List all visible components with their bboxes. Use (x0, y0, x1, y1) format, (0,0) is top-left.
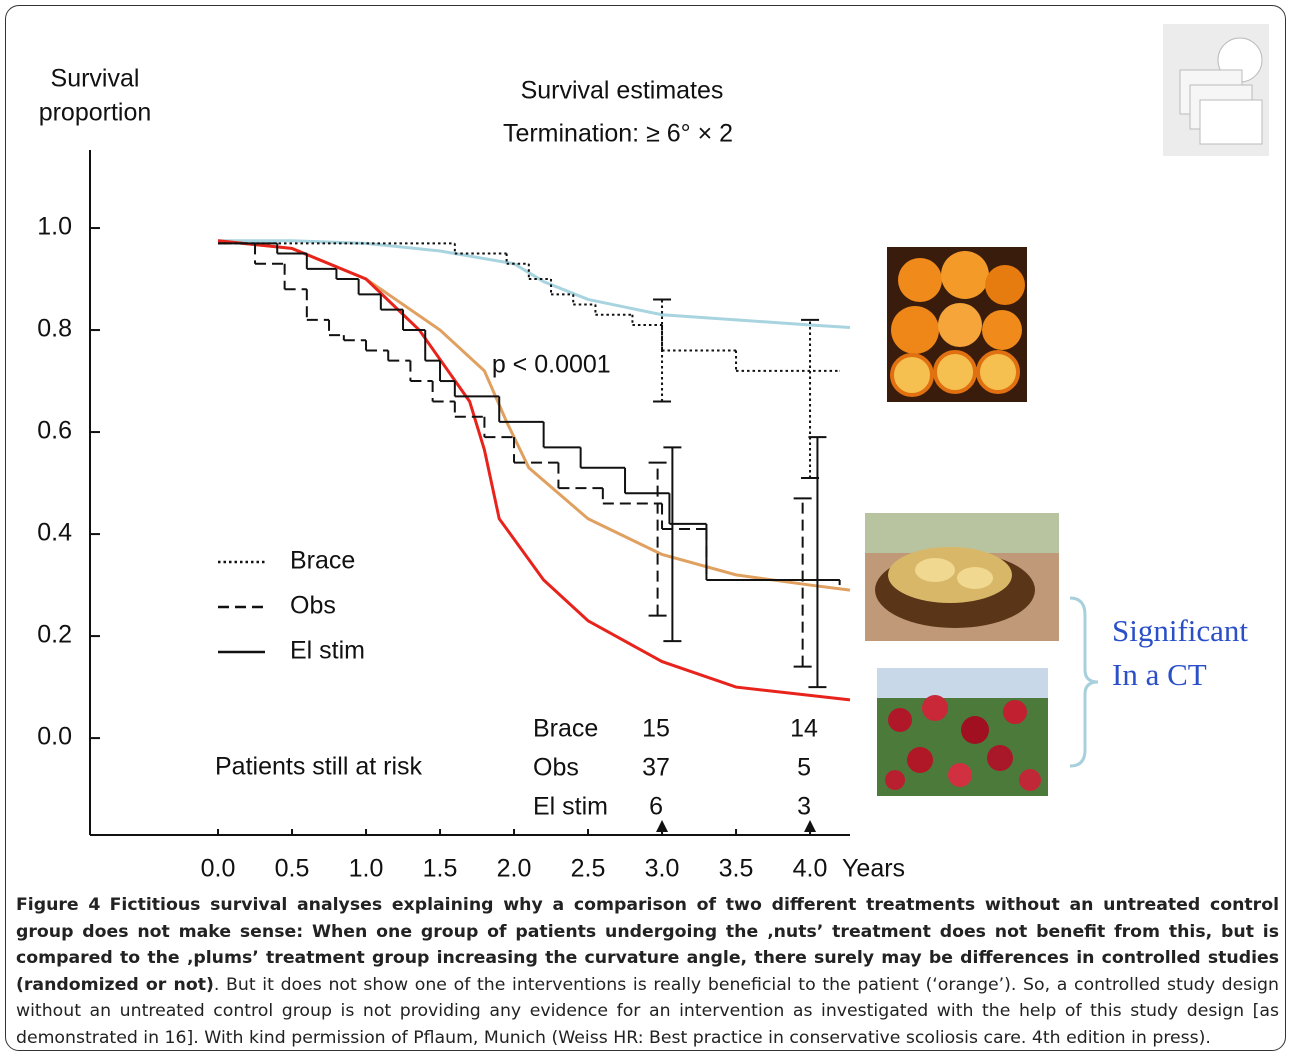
plums-image (877, 668, 1048, 796)
fitted-curve (218, 239, 851, 329)
icon (1163, 24, 1269, 156)
error-bar (808, 436, 827, 689)
x-tick-label: 2.0 (497, 855, 532, 883)
y-tick-label: 0.8 (37, 315, 72, 343)
chart: Survival proportion Survival estimates T… (37, 24, 1269, 883)
caption-label: Figure 4 (16, 895, 101, 915)
x-tick-label: 1.5 (423, 855, 458, 883)
error-bar (663, 446, 682, 643)
x-tick-label: 0.0 (201, 855, 236, 883)
x-tick-label: 1.0 (349, 855, 384, 883)
y-tick-label: 0.2 (37, 621, 72, 649)
y-tick-label: 0.6 (37, 417, 72, 445)
error-bar (653, 298, 672, 403)
x-tick-label: 4.0 (793, 855, 828, 883)
at-risk-count: 37 (642, 754, 670, 782)
caption-bold: Fictitious survival analyses explaining … (16, 895, 1279, 995)
fitted-curve (217, 239, 851, 592)
legend-label: El stim (290, 637, 365, 665)
at-risk-row-label: El stim (533, 793, 608, 821)
figure-frame (5, 5, 1286, 1051)
x-tick-label: 0.5 (275, 855, 310, 883)
x-tick-label: 3.5 (719, 855, 754, 883)
x-tick-label: 2.5 (571, 855, 606, 883)
at-risk-row-label: Brace (533, 715, 598, 743)
at-risk-label: Patients still at risk (215, 753, 423, 781)
side-annotation: Significant (1112, 613, 1248, 648)
x-tick-label: 3.0 (645, 855, 680, 883)
at-risk-arrow (656, 820, 669, 832)
chart-title: Survival estimates (521, 77, 724, 105)
bracket (1069, 596, 1099, 768)
x-axis-label: Years (842, 855, 905, 883)
y-axis-label: Survival (51, 65, 140, 93)
at-risk-count: 6 (649, 793, 663, 821)
error-bar (648, 461, 667, 617)
survival-step-line (218, 242, 840, 581)
survival-step-line (218, 242, 841, 586)
chart-subtitle: Termination: ≥ 6° × 2 (503, 120, 733, 148)
annotation: p < 0.0001 (492, 350, 611, 378)
y-tick-label: 1.0 (37, 213, 72, 241)
legend-label: Brace (290, 547, 355, 575)
at-risk-count: 15 (642, 715, 670, 743)
walnut-image (865, 513, 1059, 641)
fitted-curve (217, 239, 851, 702)
at-risk-count: 5 (797, 754, 811, 782)
error-bar (801, 318, 820, 479)
at-risk-row-label: Obs (533, 754, 579, 782)
error-bar (793, 497, 812, 668)
at-risk-count: 14 (790, 715, 818, 743)
at-risk-count: 3 (797, 793, 811, 821)
side-annotation: In a CT (1112, 657, 1207, 692)
y-tick-label: 0.0 (37, 723, 72, 751)
at-risk-arrow (804, 820, 817, 832)
legend-label: Obs (290, 592, 336, 620)
y-axis-label: proportion (39, 99, 152, 127)
orange-image (887, 247, 1027, 402)
caption-text: . But it does not show one of the interv… (16, 974, 1279, 1048)
y-tick-label: 0.4 (37, 519, 72, 547)
caption: Figure 4 Fictitious survival analyses ex… (16, 892, 1279, 1052)
